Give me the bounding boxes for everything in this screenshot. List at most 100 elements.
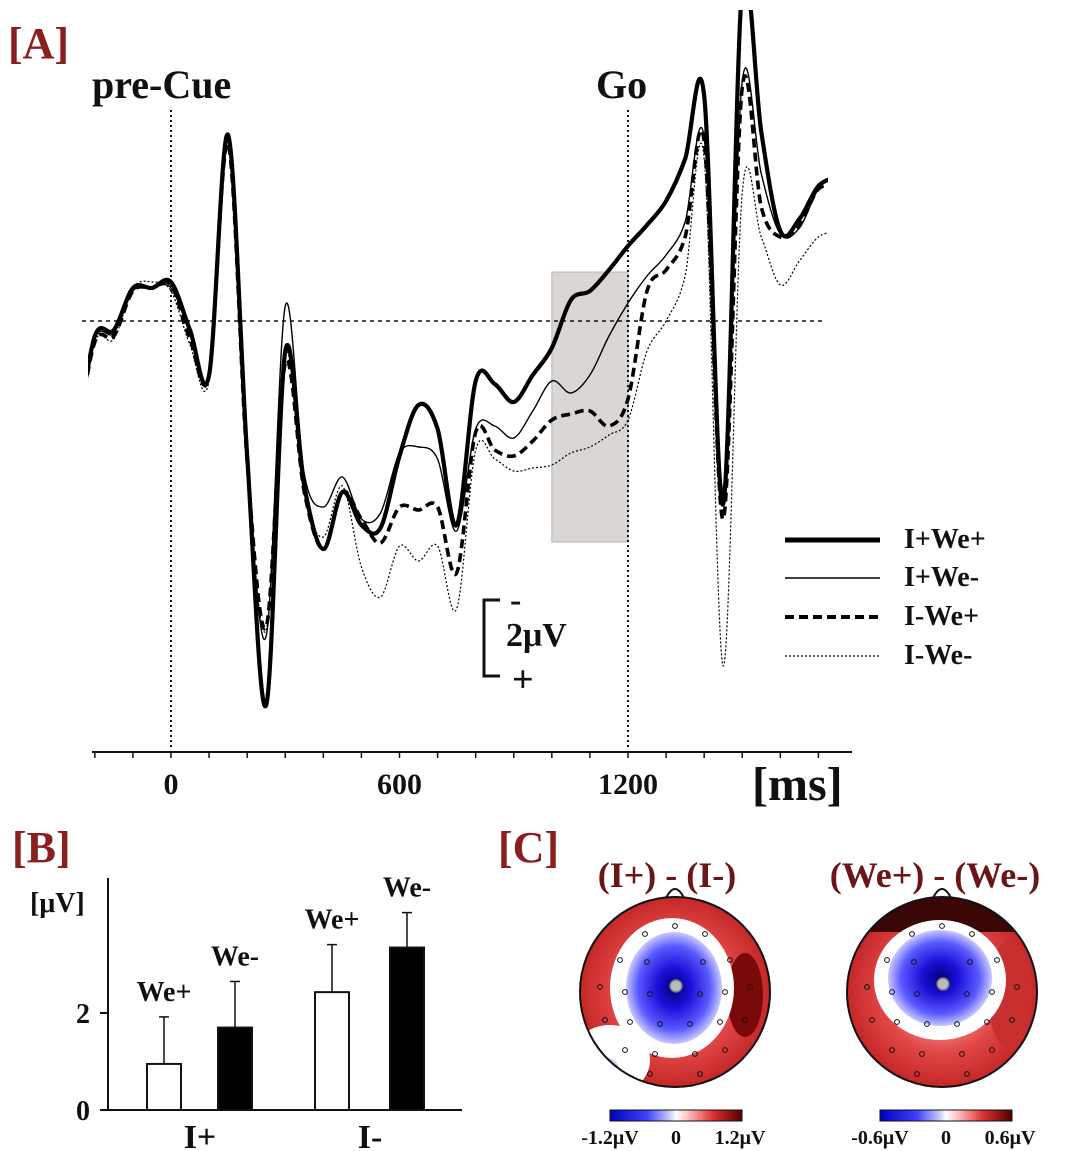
topomap-1-peak-electrode xyxy=(669,979,683,993)
electrode-dot xyxy=(909,931,915,937)
electrode-dot xyxy=(989,989,995,995)
panel-label-c: [C] xyxy=(498,823,559,872)
x-tick-label-1200: 1200 xyxy=(598,768,658,801)
electrode-dot xyxy=(914,991,920,997)
electrode-dot xyxy=(692,1051,698,1057)
legend-label-i-minus-we-minus: I-We- xyxy=(904,640,972,671)
electrode-dot xyxy=(994,957,1000,963)
electrode-dot xyxy=(722,1047,728,1053)
electrode-dot xyxy=(697,1071,703,1077)
topomap-title-2: (We+) - (We-) xyxy=(830,855,1040,895)
electrode-dot xyxy=(687,1021,693,1027)
group-label-i-minus: I- xyxy=(358,1119,383,1151)
legend: I+We+ I+We- I-We+ I-We- xyxy=(785,524,986,671)
electrode-dot xyxy=(894,1019,900,1025)
electrode-dot xyxy=(939,923,945,929)
scale-bar-pos: + xyxy=(512,659,534,701)
electrode-dot xyxy=(700,959,706,965)
scale-bar-neg: - xyxy=(510,582,521,619)
colorbar-2-max: 0.6μV xyxy=(985,1127,1036,1149)
electrode-dot xyxy=(924,1021,930,1027)
panel-c: [C] (I+) - (I-) (We+) - (We-) xyxy=(498,823,1040,1149)
colorbar-2: -0.6μV 0 0.6μV xyxy=(851,1109,1036,1149)
legend-label-i-plus-we-minus: I+We- xyxy=(904,562,979,593)
electrode-dot xyxy=(967,959,973,965)
bar-y-tick-label-0: 0 xyxy=(76,1096,90,1127)
electrode-dot xyxy=(742,1017,748,1023)
electrode-dot xyxy=(617,957,623,963)
electrode-dot xyxy=(964,991,970,997)
y-axis-label: [μV] xyxy=(30,888,85,919)
electrode-dot xyxy=(652,1051,658,1057)
colorbar-1: -1.2μV 0 1.2μV xyxy=(581,1109,766,1149)
topomap-1-electrodes xyxy=(597,923,753,1077)
panel-a: [A] pre-Cue Go 0 600 1200 [ms] - 2μV + I… xyxy=(8,10,986,811)
electrode-dot xyxy=(622,1047,628,1053)
topomap-title-1: (I+) - (I-) xyxy=(598,855,736,895)
bar-i-minusplus-we-minus xyxy=(217,1026,253,1112)
colorbar-1-max: 1.2μV xyxy=(715,1127,766,1149)
electrode-dot xyxy=(989,1047,995,1053)
bar-label: We+ xyxy=(137,977,192,1008)
erp-line-i-pluswe-plus xyxy=(88,10,828,709)
topomap-1-head xyxy=(579,896,771,1088)
electrode-dot xyxy=(869,1017,875,1023)
bar-label: We+ xyxy=(305,905,360,936)
electrode-dot xyxy=(657,1021,663,1027)
x-tick-label-0: 0 xyxy=(164,768,179,801)
electrode-dot xyxy=(919,1051,925,1057)
topomap-1 xyxy=(579,888,771,1088)
electrode-dot xyxy=(911,959,917,965)
electrode-dot xyxy=(644,959,650,965)
scale-bar: - 2μV + xyxy=(482,582,567,701)
panel-label-b: [B] xyxy=(12,823,71,872)
electrode-dot xyxy=(697,991,703,997)
electrode-dot xyxy=(964,1071,970,1077)
electrode-dot xyxy=(602,1017,608,1023)
erp-line-i-pluswe-minus xyxy=(88,67,828,640)
electrode-dot xyxy=(984,1019,990,1025)
electrode-dot xyxy=(672,923,678,929)
topomap-2-peak-electrode xyxy=(936,977,950,991)
electrode-dot xyxy=(1009,1017,1015,1023)
electrode-dot xyxy=(889,1047,895,1053)
bar-y-tick-label-2: 2 xyxy=(76,999,90,1030)
electrode-dot xyxy=(864,984,870,990)
topomap-2 xyxy=(846,888,1038,1088)
bar-i-minusplus-we-plus xyxy=(146,1062,182,1112)
electrode-dot xyxy=(969,931,975,937)
topomap-2-electrodes xyxy=(864,923,1020,1077)
electrode-dot xyxy=(884,957,890,963)
bar-layer: We+ We- We+ We- xyxy=(137,873,431,1112)
panel-label-a: [A] xyxy=(8,19,69,68)
topomap-2-head xyxy=(846,896,1038,1088)
electrode-dot xyxy=(622,989,628,995)
bar-i-minus-we-plus xyxy=(314,991,350,1112)
electrode-dot xyxy=(627,1019,633,1025)
electrode-dot xyxy=(727,957,733,963)
colorbar-1-min: -1.2μV xyxy=(581,1127,639,1149)
event-label-go: Go xyxy=(596,62,647,107)
electrode-dot xyxy=(914,1071,920,1077)
x-tick-label-600: 600 xyxy=(377,768,422,801)
x-axis-minor-ticks xyxy=(94,752,820,758)
erp-line-i-minuswe-minus xyxy=(88,142,828,667)
electrode-dot xyxy=(597,984,603,990)
electrode-dot xyxy=(642,931,648,937)
event-label-precue: pre-Cue xyxy=(92,62,231,107)
electrode-dot xyxy=(717,1019,723,1025)
electrode-dot xyxy=(954,1021,960,1027)
electrode-dot xyxy=(702,931,708,937)
erp-series-layer xyxy=(88,10,828,709)
electrode-dot xyxy=(722,989,728,995)
colorbar-2-gradient xyxy=(879,1109,1013,1122)
colorbar-1-gradient xyxy=(609,1109,743,1122)
topomap-2-nose xyxy=(932,888,952,899)
bar-label: We- xyxy=(383,873,431,904)
bar-i-minus-we-minus xyxy=(389,946,425,1112)
erp-line-i-minuswe-plus xyxy=(88,74,828,631)
scale-bar-label: 2μV xyxy=(506,617,567,654)
scale-bar-bracket xyxy=(482,598,500,678)
electrode-dot xyxy=(747,984,753,990)
colorbar-2-min: -0.6μV xyxy=(851,1127,909,1149)
